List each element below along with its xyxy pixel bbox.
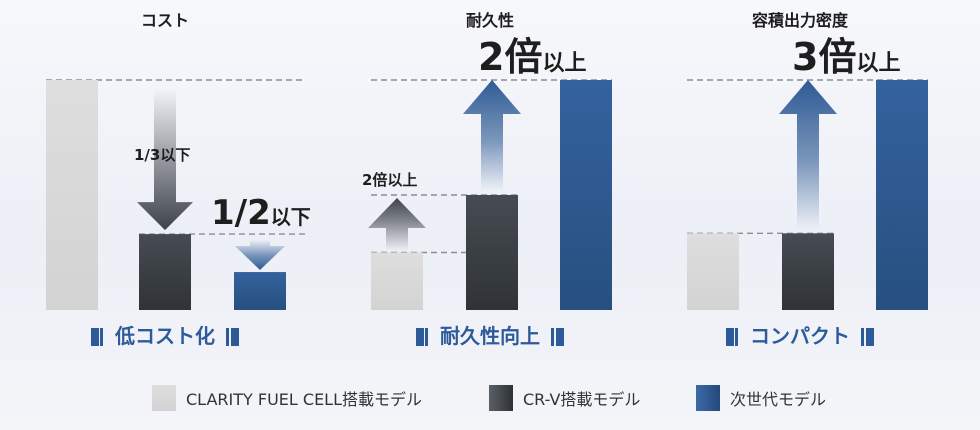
caption-marker <box>100 328 103 346</box>
caption-marker <box>231 328 239 346</box>
caption-marker <box>726 328 734 346</box>
caption-marker <box>425 328 428 346</box>
arrow-up-icon <box>368 198 426 251</box>
bar-1 <box>687 233 739 310</box>
legend-item: CLARITY FUEL CELL搭載モデル <box>152 385 422 411</box>
panel-caption: コンパクト <box>750 324 850 348</box>
legend-label: 次世代モデル <box>730 390 826 409</box>
annotation-large: 2倍以上 <box>478 35 586 79</box>
legend-label: CR-V搭載モデル <box>523 390 640 409</box>
legend-swatch <box>696 385 720 411</box>
arrow-down-icon <box>137 88 193 231</box>
panel-title: 容積出力密度 <box>751 11 849 30</box>
bar-3 <box>234 272 286 310</box>
annotation-small: 1/3以下 <box>134 146 190 164</box>
bar-3 <box>560 80 612 310</box>
annotation-large: 3倍以上 <box>792 35 900 79</box>
bar-2 <box>466 195 518 310</box>
legend-label: CLARITY FUEL CELL搭載モデル <box>186 390 422 409</box>
panel-title: 耐久性 <box>466 11 514 30</box>
legend-swatch <box>152 385 176 411</box>
caption-marker <box>861 328 864 346</box>
legend-item: 次世代モデル <box>696 385 826 411</box>
legend: CLARITY FUEL CELL搭載モデル CR-V搭載モデル 次世代モデル <box>152 385 826 411</box>
caption-marker <box>226 328 229 346</box>
panel-caption: 耐久性向上 <box>440 324 540 348</box>
annotation-small: 2倍以上 <box>362 171 417 189</box>
annotation-large: 1/2以下 <box>211 193 311 233</box>
legend-item: CR-V搭載モデル <box>489 385 640 411</box>
caption-marker <box>866 328 874 346</box>
caption-marker <box>91 328 99 346</box>
caption-marker <box>556 328 564 346</box>
legend-swatch <box>489 385 513 411</box>
bar-2 <box>139 234 191 310</box>
panel-caption: 低コスト化 <box>114 324 215 348</box>
caption-marker <box>416 328 424 346</box>
bar-1 <box>371 252 423 310</box>
caption-marker <box>551 328 554 346</box>
arrow-down-icon <box>235 240 285 271</box>
bar-2 <box>782 233 834 310</box>
panel-title: コスト <box>141 11 189 30</box>
bar-1 <box>46 80 98 310</box>
caption-marker <box>735 328 738 346</box>
arrow-up-icon <box>463 80 521 191</box>
arrow-up-icon <box>779 80 837 230</box>
bar-3 <box>876 80 928 310</box>
